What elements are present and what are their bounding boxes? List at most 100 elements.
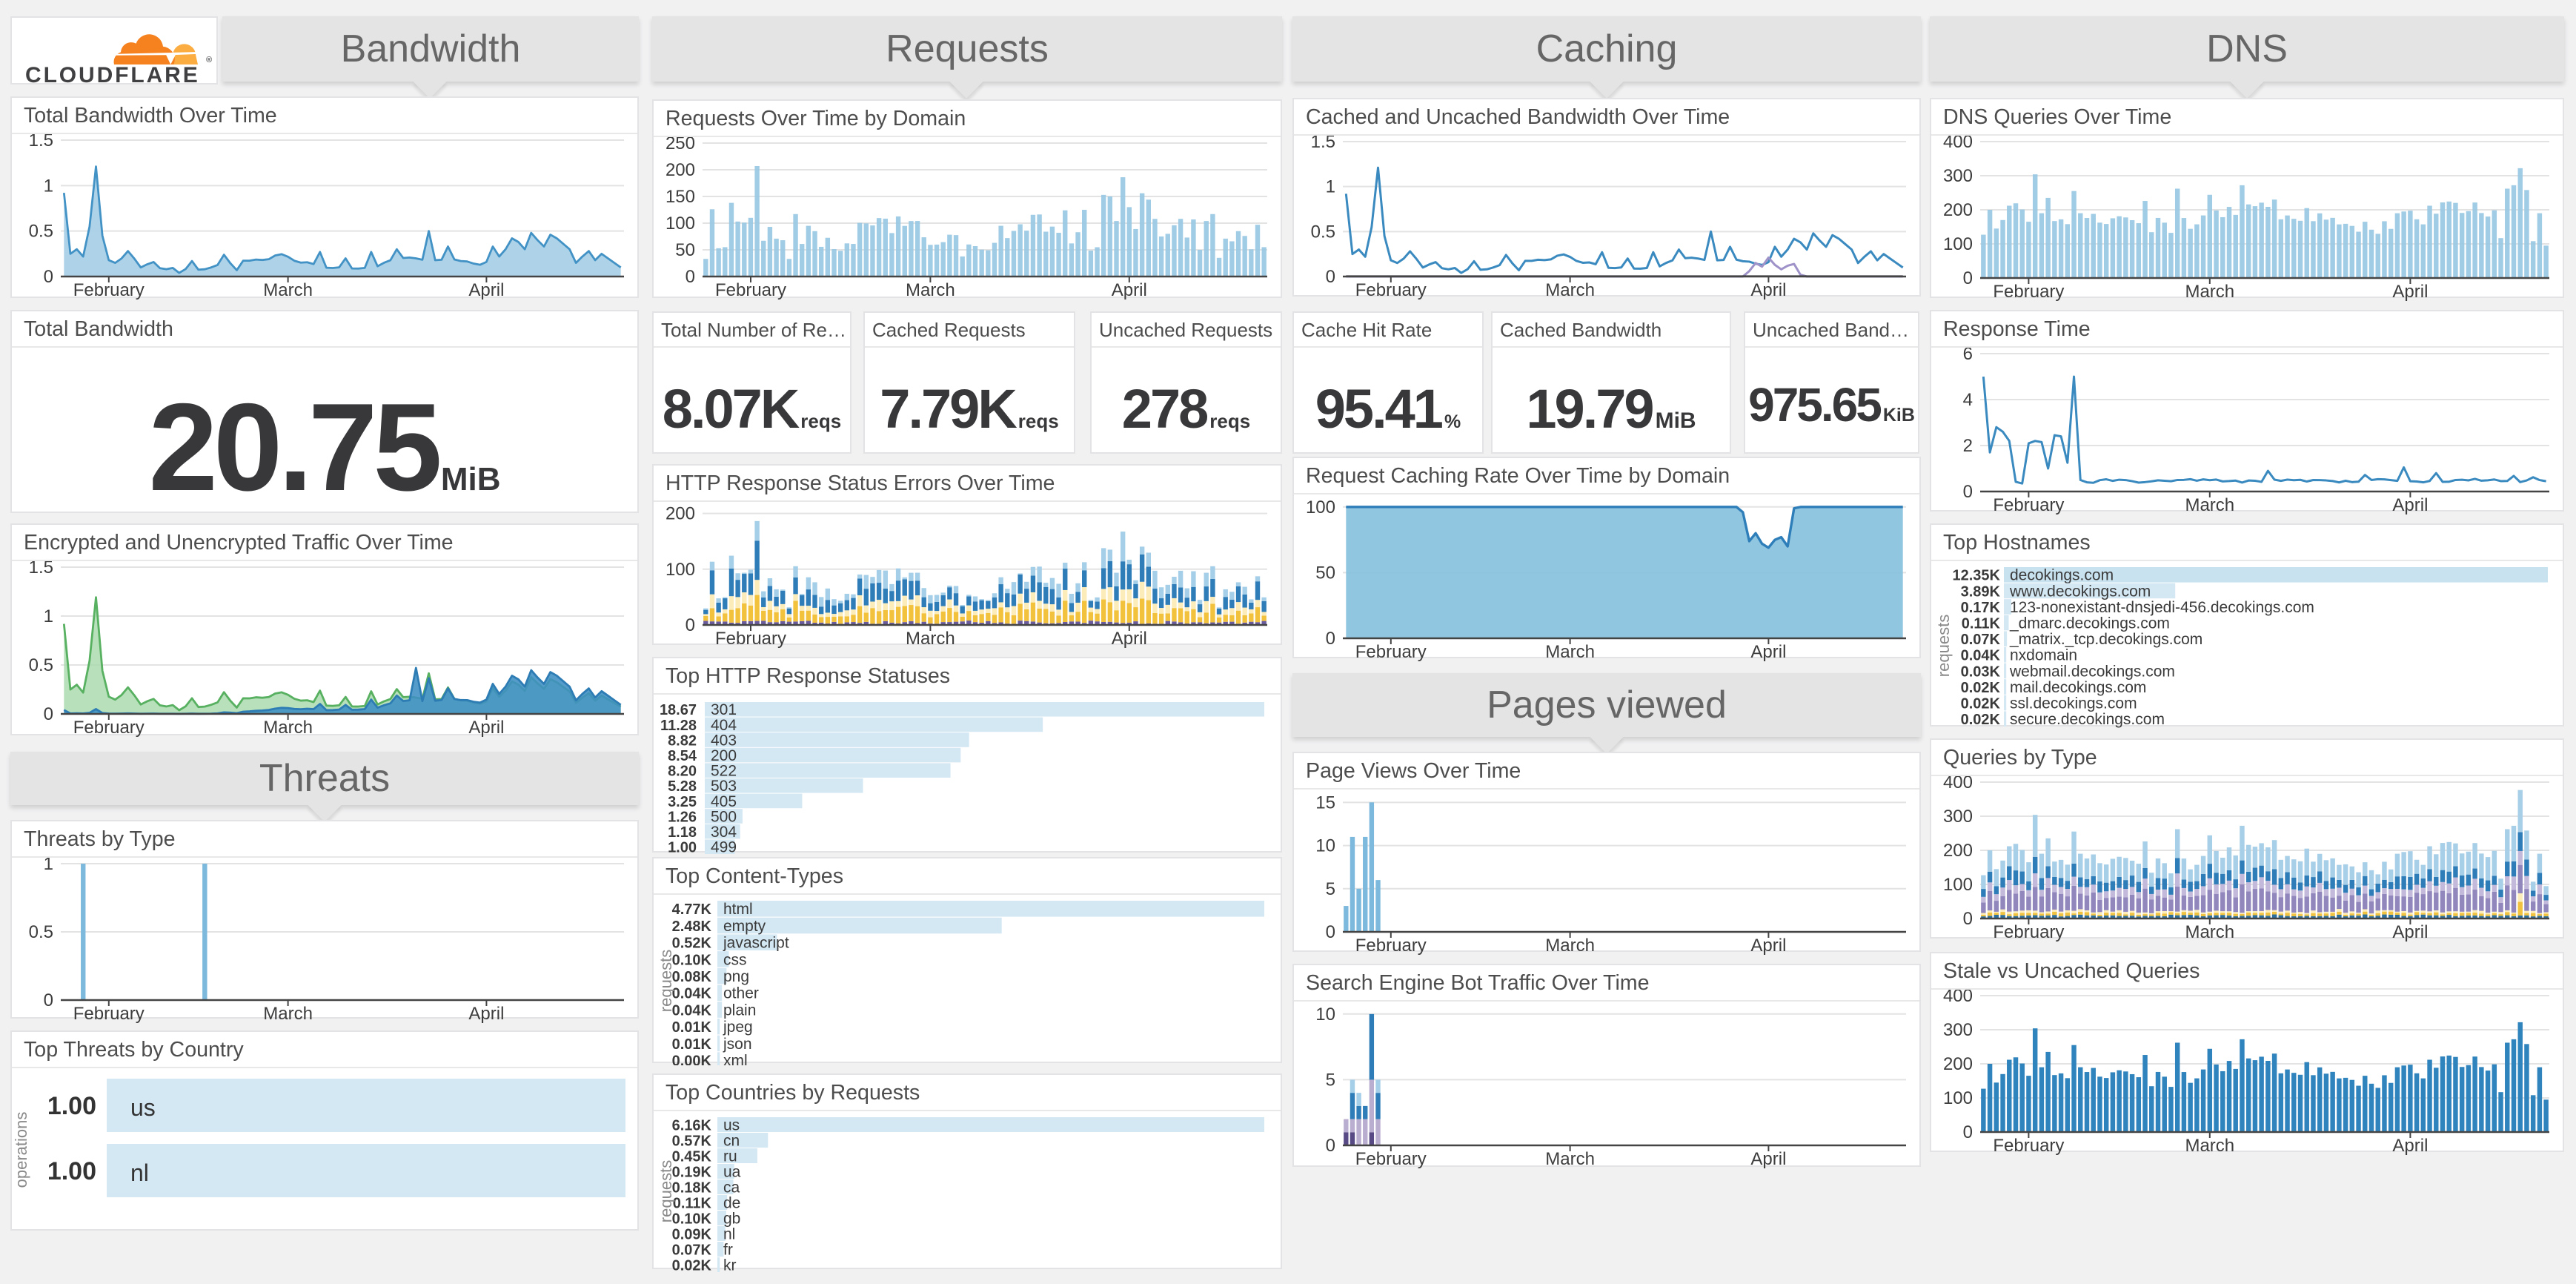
- svg-text:250: 250: [665, 137, 695, 153]
- svg-text:ua: ua: [723, 1163, 741, 1180]
- svg-text:March: March: [1545, 1149, 1595, 1169]
- svg-text:0: 0: [686, 267, 695, 287]
- svg-text:decokings.com: decokings.com: [2010, 567, 2114, 584]
- svg-text:10: 10: [1315, 836, 1335, 856]
- svg-text:8.82: 8.82: [668, 732, 697, 749]
- svg-text:0.01K: 0.01K: [672, 1019, 712, 1036]
- svg-text:fr: fr: [723, 1241, 733, 1258]
- svg-text:499: 499: [711, 839, 737, 855]
- svg-text:0.5: 0.5: [29, 922, 53, 942]
- svg-text:April: April: [1750, 936, 1786, 956]
- svg-text:400: 400: [1943, 776, 1973, 792]
- svg-text:0.17K: 0.17K: [1961, 600, 2001, 616]
- svg-text:0.5: 0.5: [29, 655, 53, 675]
- svg-text:html: html: [723, 901, 753, 918]
- svg-text:304: 304: [711, 824, 737, 841]
- svg-text:April: April: [1750, 642, 1786, 662]
- svg-text:200: 200: [1943, 841, 1973, 861]
- svg-text:April: April: [2392, 922, 2428, 942]
- svg-text:1.18: 1.18: [668, 824, 697, 841]
- svg-text:March: March: [906, 629, 955, 649]
- svg-text:1.00: 1.00: [47, 1157, 96, 1185]
- svg-text:operations: operations: [12, 1112, 30, 1188]
- svg-text:empty: empty: [723, 918, 766, 935]
- svg-text:0.07K: 0.07K: [1961, 632, 2001, 648]
- svg-text:February: February: [1993, 922, 2064, 942]
- svg-text:0: 0: [686, 615, 695, 635]
- svg-text:0.57K: 0.57K: [672, 1133, 712, 1149]
- svg-text:April: April: [1750, 280, 1786, 300]
- svg-text:0: 0: [1963, 482, 1973, 502]
- svg-text:other: other: [723, 985, 759, 1002]
- svg-text:400: 400: [1943, 990, 1973, 1006]
- svg-text:0: 0: [1963, 1122, 1973, 1142]
- svg-text:cn: cn: [723, 1132, 740, 1149]
- svg-text:March: March: [1545, 936, 1595, 956]
- svg-text:February: February: [1355, 642, 1427, 662]
- svg-text:200: 200: [711, 747, 737, 764]
- svg-text:0.45K: 0.45K: [672, 1148, 712, 1165]
- svg-text:April: April: [2392, 282, 2428, 302]
- svg-text:March: March: [1545, 280, 1595, 300]
- svg-text:3.25: 3.25: [668, 794, 697, 810]
- svg-text:json: json: [723, 1036, 752, 1053]
- svg-text:0: 0: [1963, 268, 1973, 288]
- svg-text:0.07K: 0.07K: [672, 1242, 712, 1258]
- svg-text:us: us: [723, 1116, 740, 1134]
- svg-text:0.52K: 0.52K: [672, 936, 712, 952]
- svg-text:0.04K: 0.04K: [672, 1002, 712, 1019]
- svg-text:February: February: [1993, 495, 2064, 515]
- svg-text:1: 1: [1326, 177, 1335, 197]
- svg-text:50: 50: [675, 240, 695, 260]
- svg-text:4.77K: 4.77K: [672, 901, 712, 918]
- svg-text:0.03K: 0.03K: [1961, 663, 2001, 680]
- svg-text:0: 0: [44, 990, 53, 1010]
- svg-text:500: 500: [711, 808, 737, 825]
- svg-text:1.5: 1.5: [1311, 136, 1335, 152]
- svg-text:March: March: [263, 1004, 313, 1024]
- svg-text:March: March: [263, 280, 313, 300]
- svg-text:_dmarc.decokings.com: _dmarc.decokings.com: [2009, 615, 2170, 632]
- svg-text:5.28: 5.28: [668, 778, 697, 795]
- svg-text:300: 300: [1943, 166, 1973, 186]
- svg-text:2: 2: [1963, 436, 1973, 456]
- svg-text:123-nonexistant-dnsjedi-456.de: 123-nonexistant-dnsjedi-456.decokings.co…: [2010, 599, 2314, 616]
- svg-text:requests: requests: [657, 950, 675, 1012]
- svg-text:_matrix._tcp.decokings.com: _matrix._tcp.decokings.com: [2009, 631, 2202, 648]
- svg-text:3.89K: 3.89K: [1961, 583, 2001, 600]
- svg-text:100: 100: [1943, 234, 1973, 254]
- svg-text:www.decokings.com: www.decokings.com: [2009, 583, 2151, 600]
- svg-text:100: 100: [1943, 1088, 1973, 1108]
- svg-text:8.54: 8.54: [668, 748, 697, 764]
- svg-text:5: 5: [1326, 879, 1335, 899]
- svg-text:February: February: [1993, 1136, 2064, 1156]
- svg-text:18.67: 18.67: [660, 702, 697, 718]
- svg-text:0: 0: [1326, 267, 1335, 287]
- svg-text:0.02K: 0.02K: [1961, 712, 2001, 728]
- svg-text:css: css: [723, 951, 747, 968]
- svg-text:0: 0: [1963, 909, 1973, 929]
- svg-text:0.10K: 0.10K: [672, 1211, 712, 1227]
- svg-text:nxdomain: nxdomain: [2010, 647, 2077, 664]
- svg-text:March: March: [906, 280, 955, 300]
- svg-text:200: 200: [1943, 1054, 1973, 1074]
- svg-text:2.48K: 2.48K: [672, 919, 712, 935]
- svg-text:0.10K: 0.10K: [672, 952, 712, 968]
- svg-text:kr: kr: [723, 1257, 737, 1273]
- svg-text:CLOUDFLARE: CLOUDFLARE: [25, 63, 200, 86]
- svg-text:April: April: [1750, 1149, 1786, 1169]
- svg-text:0.02K: 0.02K: [1961, 680, 2001, 696]
- svg-text:0.00K: 0.00K: [672, 1053, 712, 1066]
- svg-text:ssl.decokings.com: ssl.decokings.com: [2010, 695, 2137, 712]
- svg-text:1: 1: [44, 606, 53, 626]
- svg-text:April: April: [1112, 629, 1147, 649]
- svg-text:404: 404: [711, 717, 737, 734]
- svg-text:8.20: 8.20: [668, 764, 697, 780]
- svg-text:0.02K: 0.02K: [1961, 696, 2001, 712]
- svg-text:15: 15: [1315, 792, 1335, 813]
- svg-text:0.01K: 0.01K: [672, 1036, 712, 1053]
- svg-text:0: 0: [1326, 1136, 1335, 1156]
- svg-text:February: February: [1355, 280, 1427, 300]
- svg-text:February: February: [1355, 1149, 1427, 1169]
- svg-text:April: April: [1112, 280, 1147, 300]
